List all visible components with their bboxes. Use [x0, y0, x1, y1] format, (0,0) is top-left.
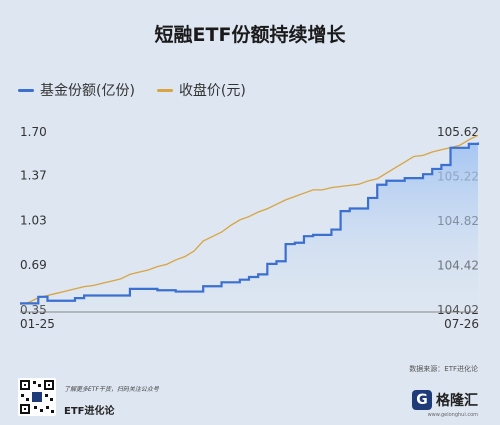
- left-axis-tick-label: 1.03: [20, 213, 47, 227]
- x-tick-label-end: 07-26: [444, 317, 479, 331]
- legend-label-price: 收盘价(元): [178, 83, 246, 99]
- data-source-note: 数据来源：ETF进化论: [409, 365, 478, 373]
- legend: 基金份额(亿份) 收盘价(元): [18, 80, 268, 100]
- legend-swatch-shares: [18, 88, 34, 92]
- footer: 了解更多ETF干货，扫码关注公众号 ETF进化论 G 格隆汇 www.gelon…: [0, 374, 500, 425]
- series-line-price: [19, 134, 479, 306]
- legend-swatch-price: [156, 88, 173, 92]
- legend-label-shares: 基金份额(亿份): [40, 83, 135, 99]
- series-line-shares: [20, 142, 480, 305]
- left-axis-tick-label: 1.70: [20, 125, 47, 139]
- logo-name: 格隆汇: [436, 393, 478, 409]
- series-area-shares: [20, 142, 478, 310]
- logo-url: www.gelonghui.com: [427, 412, 478, 418]
- left-axis-tick-label: 1.37: [20, 169, 47, 183]
- logo-mark-icon: G: [412, 390, 432, 410]
- right-axis-tick-label: 105.62: [437, 125, 479, 139]
- legend-item-shares: 基金份额(亿份): [18, 80, 135, 100]
- qr-code-icon: [18, 378, 56, 416]
- x-tick-label-start: 01-25: [20, 317, 55, 331]
- footer-brand-name: ETF进化论: [64, 406, 115, 417]
- left-axis-tick-label: 0.69: [20, 258, 47, 272]
- chart-title: 短融ETF份额持续增长: [154, 24, 346, 46]
- legend-item-price: 收盘价(元): [156, 80, 246, 100]
- footer-promo-text: 了解更多ETF干货，扫码关注公众号: [64, 386, 159, 393]
- gelonghui-logo: G 格隆汇: [412, 390, 478, 410]
- chart-plot: 0.350.691.031.371.70 104.02104.42104.821…: [19, 125, 480, 331]
